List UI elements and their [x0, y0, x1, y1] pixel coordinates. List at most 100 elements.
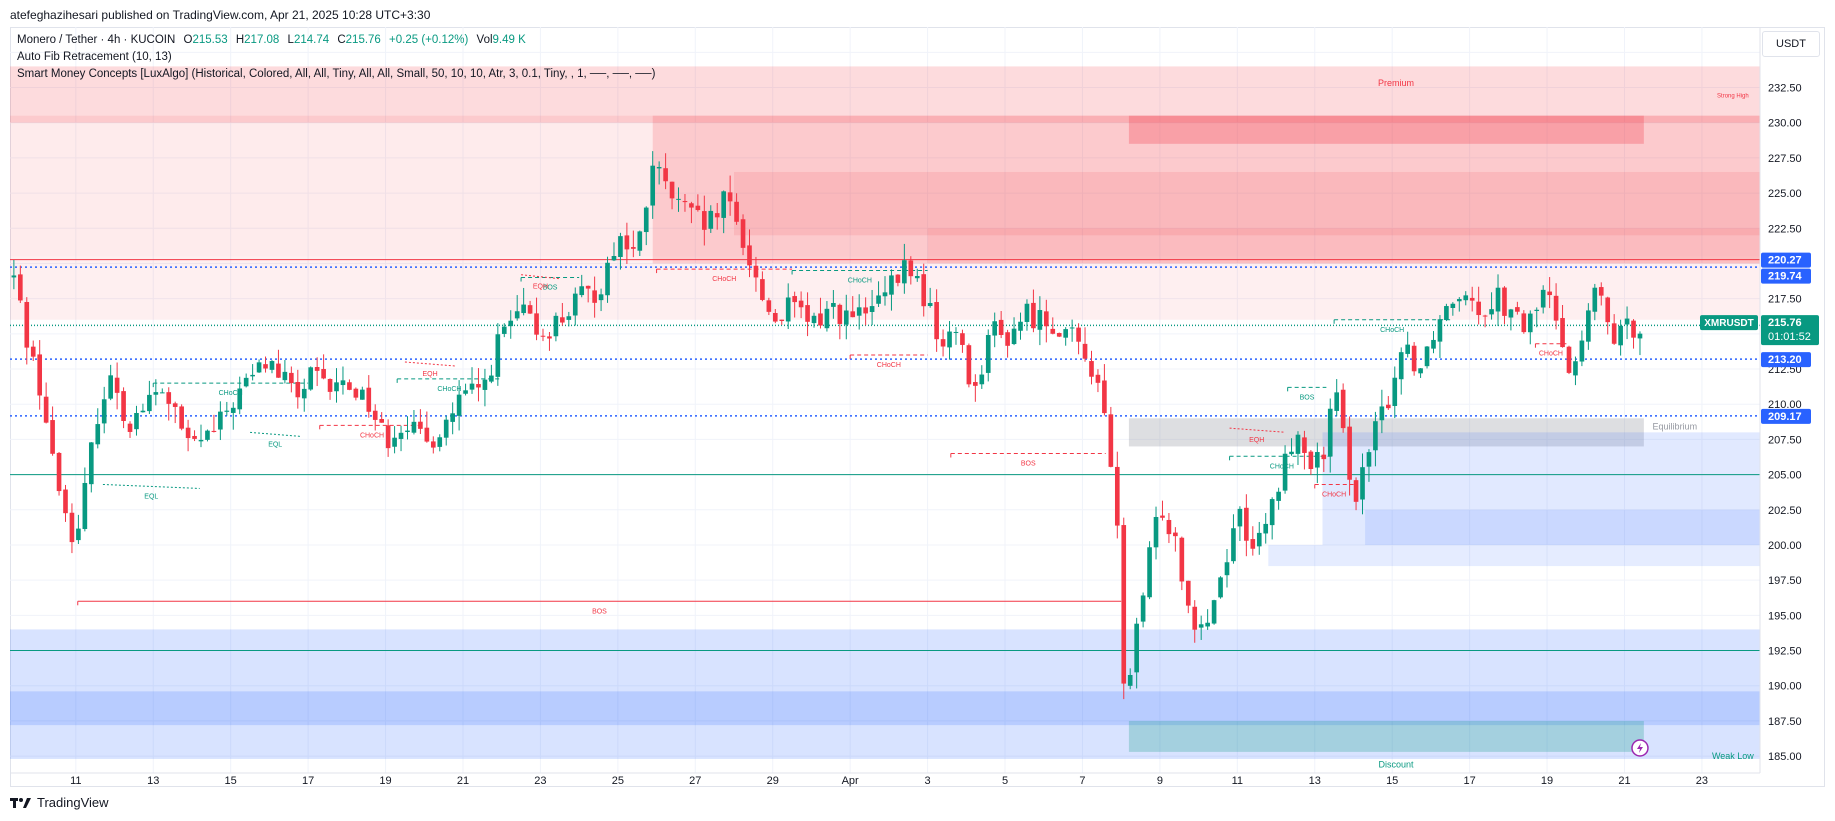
candle-body[interactable] [489, 375, 494, 382]
candle-body[interactable] [1018, 321, 1023, 331]
candle-body[interactable] [1502, 287, 1507, 316]
candle-body[interactable] [650, 165, 656, 206]
candle-body[interactable] [443, 419, 449, 438]
candle-body[interactable] [1192, 606, 1198, 630]
candle-body[interactable] [1153, 516, 1159, 548]
candle-body[interactable] [669, 181, 675, 199]
candle-body[interactable] [114, 377, 120, 393]
candle-body[interactable] [843, 310, 849, 325]
candle-body[interactable] [566, 316, 572, 320]
candle-body[interactable] [411, 421, 417, 433]
candle-body[interactable] [463, 390, 468, 394]
candle-body[interactable] [224, 410, 230, 412]
candle-body[interactable] [1121, 525, 1127, 684]
candle-body[interactable] [656, 167, 662, 169]
candle-body[interactable] [992, 321, 998, 336]
candle-body[interactable] [360, 389, 365, 400]
candle-body[interactable] [1605, 297, 1611, 323]
candle-body[interactable] [56, 452, 62, 492]
candle-body[interactable] [960, 333, 965, 345]
candle-body[interactable] [1340, 389, 1346, 429]
candle-body[interactable] [850, 311, 856, 318]
candle-body[interactable] [1637, 333, 1643, 339]
candle-body[interactable] [153, 392, 159, 395]
candle-body[interactable] [218, 411, 223, 430]
candle-body[interactable] [1579, 340, 1585, 362]
candle-body[interactable] [43, 396, 49, 423]
legend-symbol[interactable]: Monero / Tether · 4h · KUCOIN [17, 34, 176, 46]
candle-body[interactable] [676, 198, 681, 200]
candle-body[interactable] [1005, 332, 1010, 346]
candle-body[interactable] [721, 191, 727, 218]
candle-body[interactable] [1218, 577, 1223, 598]
candle-body[interactable] [50, 420, 55, 454]
candle-body[interactable] [418, 421, 423, 429]
candle-body[interactable] [837, 304, 843, 324]
candle-body[interactable] [521, 304, 526, 314]
candle-body[interactable] [1185, 580, 1191, 606]
candle-body[interactable] [1521, 313, 1527, 333]
candle-body[interactable] [869, 306, 875, 312]
candle-body[interactable] [1321, 454, 1327, 460]
candle-body[interactable] [1392, 377, 1398, 406]
candle-body[interactable] [1592, 287, 1598, 312]
candle-body[interactable] [798, 300, 804, 308]
candle-body[interactable] [1586, 310, 1591, 342]
candle-body[interactable] [263, 364, 268, 369]
candle-body[interactable] [237, 388, 243, 410]
candle-body[interactable] [611, 256, 617, 261]
candle-body[interactable] [592, 290, 597, 303]
candle-body[interactable] [766, 300, 772, 312]
candle-body[interactable] [1114, 466, 1120, 526]
candle-body[interactable] [379, 418, 385, 423]
candle-body[interactable] [1269, 499, 1275, 526]
candle-body[interactable] [230, 407, 236, 413]
candle-body[interactable] [953, 331, 959, 333]
candle-body[interactable] [11, 275, 17, 278]
candle-body[interactable] [334, 382, 339, 392]
last-price-tag[interactable] [1761, 315, 1819, 346]
candle-body[interactable] [914, 276, 920, 279]
candle-body[interactable] [495, 334, 501, 377]
candle-body[interactable] [927, 303, 933, 306]
candle-body[interactable] [1327, 408, 1333, 457]
candle-body[interactable] [276, 363, 281, 378]
candle-body[interactable] [760, 279, 765, 300]
candle-body[interactable] [1315, 452, 1320, 468]
candle-body[interactable] [88, 442, 94, 485]
candle-body[interactable] [456, 394, 462, 416]
candle-body[interactable] [1566, 346, 1572, 373]
candle-body[interactable] [1534, 309, 1540, 311]
candle-body[interactable] [727, 192, 733, 202]
candle-body[interactable] [308, 367, 314, 390]
candle-body[interactable] [1515, 307, 1520, 312]
candle-body[interactable] [779, 319, 785, 322]
candle-body[interactable] [973, 382, 978, 386]
candle-body[interactable] [1476, 301, 1481, 316]
candle-body[interactable] [1282, 453, 1288, 491]
candle-body[interactable] [30, 346, 36, 357]
candle-body[interactable] [934, 302, 939, 340]
candle-body[interactable] [701, 211, 707, 230]
candle-body[interactable] [805, 305, 810, 322]
candle-body[interactable] [940, 339, 946, 347]
author-name[interactable]: atefeghazihesari [10, 8, 99, 22]
candle-body[interactable] [1353, 480, 1359, 502]
candle-body[interactable] [1598, 287, 1604, 296]
candle-body[interactable] [1043, 311, 1049, 327]
candle-body[interactable] [902, 260, 907, 284]
candle-body[interactable] [69, 512, 75, 543]
candle-body[interactable] [1211, 600, 1217, 624]
candle-body[interactable] [708, 210, 714, 229]
candle-body[interactable] [1618, 325, 1623, 346]
candle-body[interactable] [1037, 310, 1043, 330]
candle-body[interactable] [250, 374, 255, 377]
candle-body[interactable] [121, 391, 126, 421]
candle-body[interactable] [1179, 537, 1185, 582]
candle-body[interactable] [824, 308, 830, 329]
candle-body[interactable] [1347, 426, 1352, 480]
candle-body[interactable] [301, 388, 307, 399]
legend-indicator-fib[interactable]: Auto Fib Retracement (10, 13) [17, 51, 172, 63]
plot-area[interactable]: BOS BOS CHoCH CHoCH CHoCH CHoCH CHoCH CHoCH CHoC… [10, 27, 1760, 773]
candle-body[interactable] [347, 382, 352, 390]
